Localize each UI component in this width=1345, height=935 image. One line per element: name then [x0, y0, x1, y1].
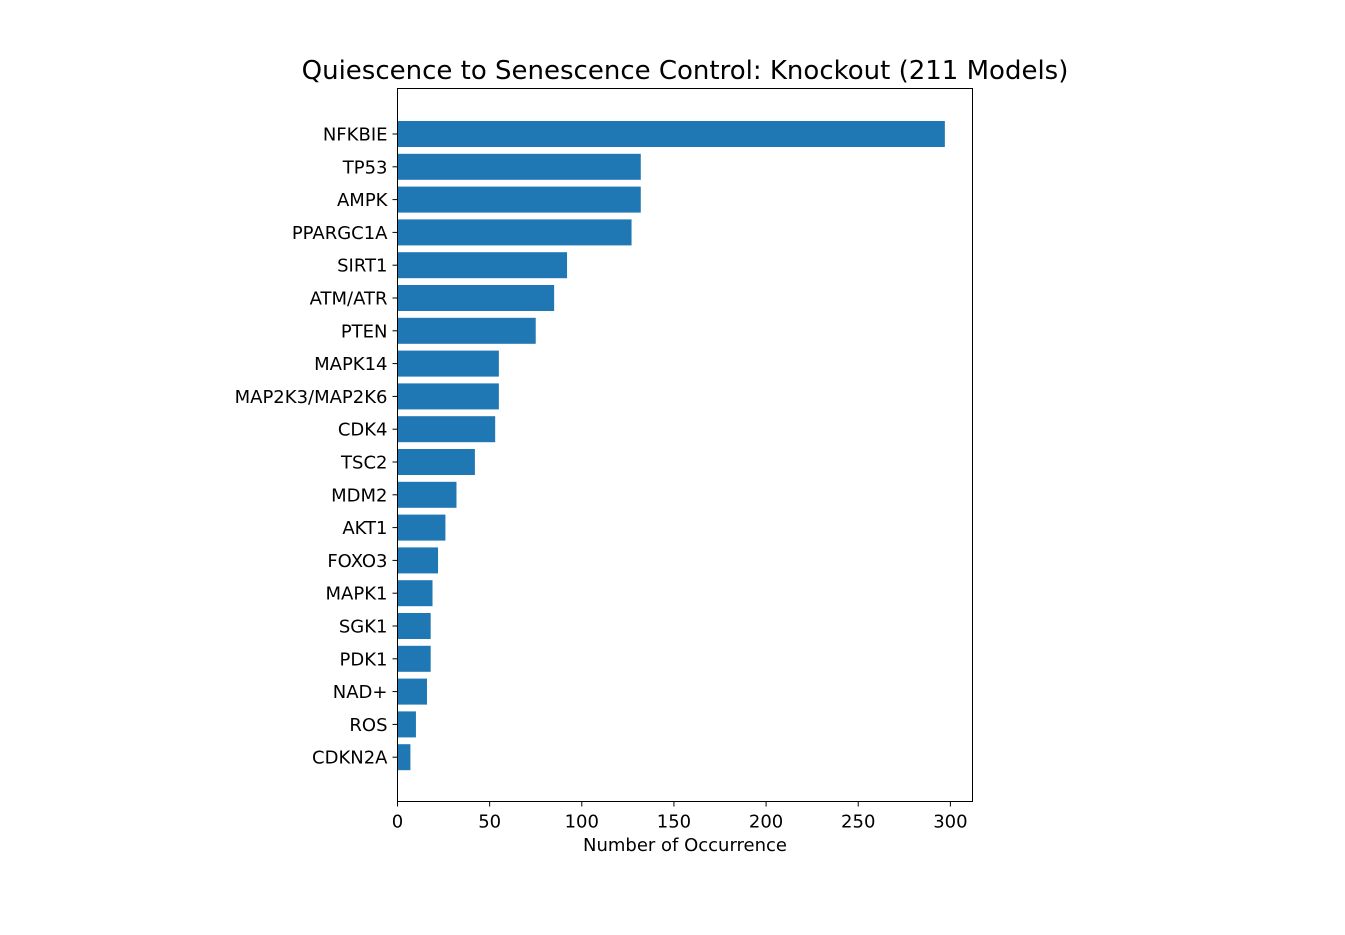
y-tick-label: SGK1: [339, 617, 388, 638]
x-tick-label: 50: [478, 812, 501, 833]
y-tick-label: NFKBIE: [323, 125, 388, 146]
bar-mapk1: [397, 580, 433, 607]
x-tick-label: 100: [565, 812, 599, 833]
bar-nad-: [397, 678, 427, 705]
y-tick-label: AKT1: [342, 518, 387, 539]
x-tick-label: 300: [933, 812, 967, 833]
x-tick-label: 0: [392, 812, 403, 833]
bar-tsc2: [397, 449, 475, 475]
x-ticks: 0 50 100 150 200 250 300: [392, 801, 968, 833]
bar-sirt1: [397, 252, 568, 279]
y-tick-labels: NFKBIE TP53 AMPK PPARGC1A SIRT1 ATM/ATR PTEN MA…: [235, 125, 398, 769]
bar-sgk1: [397, 613, 431, 639]
bar-mapk14: [397, 350, 499, 377]
y-tick-label: PDK1: [340, 649, 388, 670]
bar-foxo3: [397, 547, 439, 574]
x-axis-label: Number of Occurrence: [583, 835, 787, 856]
y-tick-label: TSC2: [340, 453, 387, 474]
chart-title: Quiescence to Senescence Control: Knocko…: [302, 56, 1069, 86]
bar-ampk: [397, 186, 641, 213]
y-tick-label: PPARGC1A: [292, 223, 388, 244]
x-tick-label: 250: [841, 812, 875, 833]
bar-akt1: [397, 514, 446, 541]
y-tick-label: ATM/ATR: [310, 289, 388, 310]
y-tick-label: MAPK1: [326, 584, 388, 605]
y-tick-label: PTEN: [341, 321, 388, 342]
y-tick-label: AMPK: [337, 190, 389, 211]
x-tick-label: 200: [749, 812, 783, 833]
x-tick-label: 150: [657, 812, 691, 833]
plot-frame: [397, 88, 973, 802]
bar-ros: [397, 711, 416, 738]
y-tick-label: TP53: [342, 157, 388, 178]
y-tick-label: MDM2: [331, 485, 387, 506]
bar-map2k3-map2k6: [397, 383, 499, 410]
y-tick-label: CDK4: [338, 420, 388, 441]
y-tick-label: MAP2K3/MAP2K6: [235, 387, 388, 408]
bar-cdkn2a: [397, 744, 411, 771]
bars-group: [397, 121, 945, 771]
bar-cdk4: [397, 416, 496, 443]
bar-atm-atr: [397, 285, 555, 311]
bar-tp53: [397, 153, 641, 180]
y-tick-label: SIRT1: [337, 256, 387, 277]
bar-nfkbie: [397, 121, 945, 147]
bar-mdm2: [397, 481, 457, 508]
y-tick-label: NAD+: [333, 682, 388, 703]
bar-ppargc1a: [397, 219, 632, 246]
y-tick-label: MAPK14: [314, 354, 387, 375]
bar-pten: [397, 317, 536, 344]
y-tick-label: FOXO3: [327, 551, 387, 572]
bar-pdk1: [397, 645, 431, 672]
y-tick-label: ROS: [349, 715, 387, 736]
y-tick-label: CDKN2A: [312, 748, 388, 769]
